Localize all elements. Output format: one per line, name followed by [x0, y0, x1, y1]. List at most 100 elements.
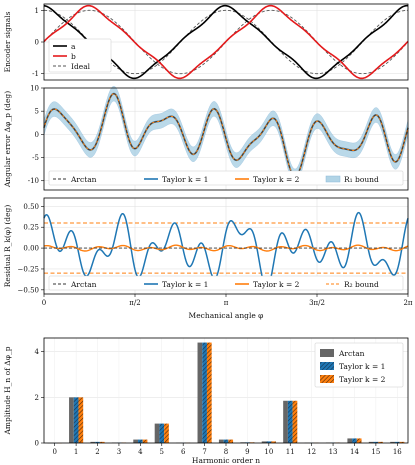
y-axis-label: Angular error Δφ_p (deg) [3, 91, 12, 188]
bar-arctan [347, 438, 353, 443]
bar-taylor-k2 [228, 439, 234, 443]
series-b [43, 4, 409, 80]
bar-taylor-k2 [378, 441, 383, 443]
y-tick-label: -10 [28, 177, 39, 185]
y-tick-label: 0.00 [23, 245, 39, 253]
plot-frame-1 [43, 87, 409, 191]
y-tick-label: 10 [30, 85, 39, 93]
y-tick-label: -1 [32, 70, 39, 78]
legend-label: R₁ bound [344, 175, 379, 184]
legend-label: Taylor k = 2 [253, 280, 300, 289]
bar-taylor-k1 [287, 400, 293, 443]
y-axis-label: Amplitude H_n of Δφ_p [3, 346, 12, 435]
bar-taylor-k2 [292, 400, 298, 443]
x-tick-label: 3 [117, 448, 121, 456]
legend-label: Taylor k = 2 [253, 175, 300, 184]
y-tick-label: 5 [35, 108, 39, 116]
x-tick-label: 7 [202, 448, 206, 456]
x-tick-label: π/2 [129, 299, 140, 307]
y-tick-label: −0.25 [18, 265, 39, 273]
x-tick-label: 3π/2 [309, 299, 325, 307]
x-tick-label: 2π [403, 299, 412, 307]
legend-label: b [71, 52, 76, 61]
y-tick-label: 2 [35, 394, 39, 402]
bar-taylor-k1 [373, 441, 379, 443]
bar-taylor-k1 [159, 423, 165, 443]
bar-arctan [197, 342, 203, 443]
y-tick-label: −0.50 [18, 286, 39, 294]
bar-arctan [90, 441, 96, 443]
x-tick-label: 14 [350, 448, 359, 456]
x-tick-label: 1 [74, 448, 78, 456]
plot-frame-3 [43, 337, 409, 444]
legend-label: Taylor k = 1 [162, 280, 208, 289]
x-tick-label: 0 [42, 299, 46, 307]
y-tick-label: -5 [32, 154, 39, 162]
series-taylor-k1 [43, 211, 409, 289]
legend-box [48, 38, 112, 73]
legend-label: Taylor k = 1 [339, 362, 385, 371]
legend-swatch [320, 362, 334, 370]
x-tick-label: 16 [393, 448, 402, 456]
plot-frame-0 [43, 3, 409, 81]
series-ideal-a [43, 9, 409, 75]
x-tick-label: 11 [286, 448, 295, 456]
legend-box [48, 275, 404, 291]
y-axis-label: Residual R_k(φ) (deg) [3, 205, 12, 288]
bar-taylor-k2 [78, 397, 84, 443]
bar-taylor-k1 [223, 439, 229, 443]
y-tick-label: 0 [35, 131, 39, 139]
y-tick-label: 0.50 [23, 203, 39, 211]
bar-taylor-k1 [95, 441, 100, 443]
bar-arctan [154, 423, 160, 443]
legend-label: Arctan [70, 175, 97, 184]
legend-swatch [325, 175, 341, 183]
bar-arctan [133, 439, 138, 443]
bar-taylor-k1 [137, 439, 143, 443]
bar-taylor-k2 [399, 441, 405, 443]
legend-box [48, 170, 404, 186]
bar-arctan [261, 441, 267, 443]
bar-taylor-k2 [99, 441, 105, 443]
legend-swatch [320, 375, 334, 383]
legend-box [314, 342, 404, 388]
legend-label: Arctan [338, 349, 365, 358]
y-tick-label: 0 [35, 440, 39, 448]
x-tick-label: 4 [138, 448, 143, 456]
x-tick-label: 12 [307, 448, 316, 456]
x-tick-label: 2 [95, 448, 99, 456]
legend-label: Taylor k = 1 [162, 175, 208, 184]
legend-label: Ideal [71, 62, 91, 71]
legend-swatch [320, 349, 334, 357]
bar-arctan [69, 397, 74, 443]
bar-taylor-k2 [206, 342, 212, 443]
legend-label: R₂ bound [344, 280, 379, 289]
bar-arctan [390, 441, 395, 443]
legend-label: Arctan [70, 280, 97, 289]
x-tick-label: 9 [245, 448, 249, 456]
x-tick-label: 6 [181, 448, 186, 456]
bar-taylor-k1 [394, 441, 400, 443]
bar-taylor-k1 [202, 342, 207, 443]
bar-arctan [368, 441, 374, 443]
x-tick-label: 10 [264, 448, 273, 456]
y-tick-label: 0.25 [23, 224, 39, 232]
x-tick-label: 5 [160, 448, 164, 456]
legend-label: a [71, 42, 76, 51]
y-tick-label: 0 [35, 39, 39, 47]
bar-taylor-k2 [271, 441, 276, 443]
bar-taylor-k1 [73, 397, 79, 443]
x-axis-label: Harmonic order n [192, 456, 260, 465]
x-tick-label: π [224, 299, 229, 307]
bar-taylor-k2 [356, 438, 362, 443]
bar-taylor-k2 [164, 423, 169, 443]
bar-taylor-k1 [352, 438, 357, 443]
x-tick-label: 13 [329, 448, 338, 456]
legend-label: Taylor k = 2 [339, 375, 386, 384]
x-tick-label: 15 [371, 448, 380, 456]
x-axis-label: Mechanical angle φ [189, 311, 264, 320]
bar-taylor-k2 [142, 439, 148, 443]
bar-arctan [218, 439, 224, 443]
